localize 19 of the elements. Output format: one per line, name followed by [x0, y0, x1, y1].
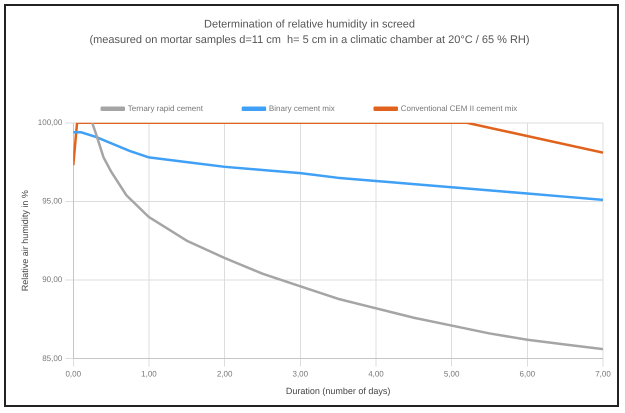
chart-title: Determination of relative humidity in screed	[204, 18, 415, 31]
legend-label: Binary cement mix	[268, 104, 335, 114]
x-tick-label: 3,00	[292, 370, 309, 379]
x-tick-label: 0,00	[65, 370, 82, 379]
chart-subtitle: (measured on mortar samples d=11 cm h= 5 cm in a climatic chamber at 20°C / 65 % RH)	[89, 34, 530, 46]
x-axis-title: Duration (number of days)	[286, 386, 390, 396]
y-tick-label: 100,00	[38, 118, 63, 128]
y-axis-title: Relative air humidity in %	[20, 190, 30, 292]
x-tick-label: 4,00	[368, 370, 384, 379]
x-tick-label: 1,00	[141, 370, 158, 379]
y-tick-label: 95,00	[42, 196, 63, 206]
y-tick-label: 85,00	[42, 354, 63, 363]
legend-label: Conventional CEM II cement mix	[400, 104, 518, 114]
y-tick-label: 90,00	[42, 275, 63, 284]
x-tick-label: 2,00	[216, 370, 233, 379]
legend-label: Ternary rapid cement	[128, 104, 204, 114]
x-tick-label: 6,00	[520, 370, 536, 379]
x-tick-label: 5,00	[444, 370, 460, 379]
x-tick-label: 7,00	[595, 370, 612, 379]
